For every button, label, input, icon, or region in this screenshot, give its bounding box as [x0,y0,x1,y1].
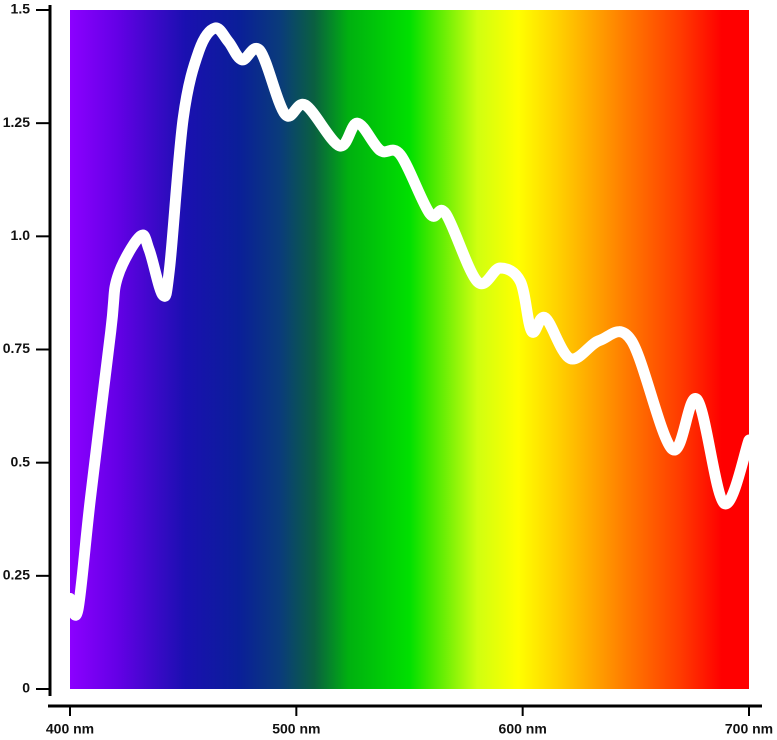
y-tick-label: 0.75 [3,340,30,356]
y-tick-label: 0.5 [11,453,31,469]
x-tick-label: 400 nm [46,721,94,737]
spectrum-background [70,10,749,689]
plot-area [70,22,749,621]
y-tick-label: 0.25 [3,567,30,583]
x-tick-label: 700 nm [725,721,773,737]
x-tick-label: 600 nm [499,721,547,737]
x-tick-label: 500 nm [272,721,320,737]
y-tick-label: 1.5 [11,1,31,17]
y-tick-label: 1.25 [3,114,30,130]
y-tick-label: 1.0 [11,227,31,243]
data-line [70,22,749,621]
y-tick-label: 0 [22,680,30,696]
